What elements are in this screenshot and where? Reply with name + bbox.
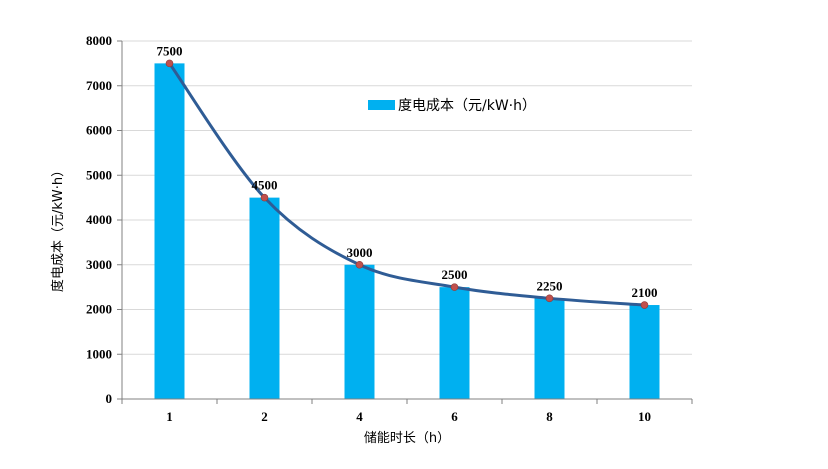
bar bbox=[344, 264, 375, 399]
bar bbox=[629, 305, 660, 399]
x-tick-label: 10 bbox=[638, 409, 651, 424]
y-tick-label: 7000 bbox=[86, 78, 112, 93]
y-axis-ticks: 0 1000 2000 3000 4000 5000 6000 7000 8000 bbox=[86, 33, 122, 406]
bar bbox=[154, 63, 185, 399]
curve-markers bbox=[165, 59, 649, 309]
x-axis-ticks: 1 2 4 6 8 10 bbox=[121, 399, 693, 424]
data-label: 3000 bbox=[347, 245, 373, 260]
data-label: 4500 bbox=[252, 178, 278, 193]
x-tick-label: 4 bbox=[356, 409, 363, 424]
y-tick-label: 1000 bbox=[86, 346, 112, 361]
curve-marker bbox=[355, 260, 364, 269]
legend: 度电成本（元/kW·h） bbox=[368, 98, 536, 114]
curve-marker bbox=[545, 294, 554, 303]
y-tick-label: 3000 bbox=[86, 257, 112, 272]
legend-label: 度电成本（元/kW·h） bbox=[398, 98, 536, 114]
y-tick-label: 6000 bbox=[86, 123, 112, 138]
data-label: 7500 bbox=[157, 43, 183, 58]
data-label: 2500 bbox=[442, 267, 468, 282]
curve-marker bbox=[450, 283, 459, 291]
curve-marker bbox=[165, 59, 174, 68]
y-axis-title: 度电成本（元/kW·h） bbox=[50, 164, 66, 292]
data-label: 2100 bbox=[632, 285, 658, 300]
y-tick-label: 0 bbox=[106, 391, 113, 406]
y-tick-label: 2000 bbox=[86, 302, 112, 317]
curve-marker bbox=[640, 301, 649, 309]
bar bbox=[534, 298, 565, 399]
data-labels: 7500 4500 3000 2500 2250 2100 bbox=[157, 43, 658, 300]
curve-marker bbox=[260, 193, 269, 202]
data-label: 2250 bbox=[537, 278, 563, 293]
gridlines bbox=[122, 40, 692, 355]
x-axis-title: 储能时长（h） bbox=[364, 431, 450, 446]
bar bbox=[439, 287, 470, 399]
y-tick-label: 4000 bbox=[86, 212, 112, 227]
x-tick-label: 8 bbox=[546, 409, 553, 424]
y-tick-label: 5000 bbox=[86, 167, 112, 182]
x-tick-label: 2 bbox=[261, 409, 268, 424]
x-tick-label: 6 bbox=[451, 409, 458, 424]
y-tick-label: 8000 bbox=[86, 33, 112, 48]
x-tick-label: 1 bbox=[166, 409, 173, 424]
legend-swatch bbox=[368, 100, 395, 110]
bar bbox=[249, 197, 280, 399]
bars bbox=[154, 63, 660, 399]
